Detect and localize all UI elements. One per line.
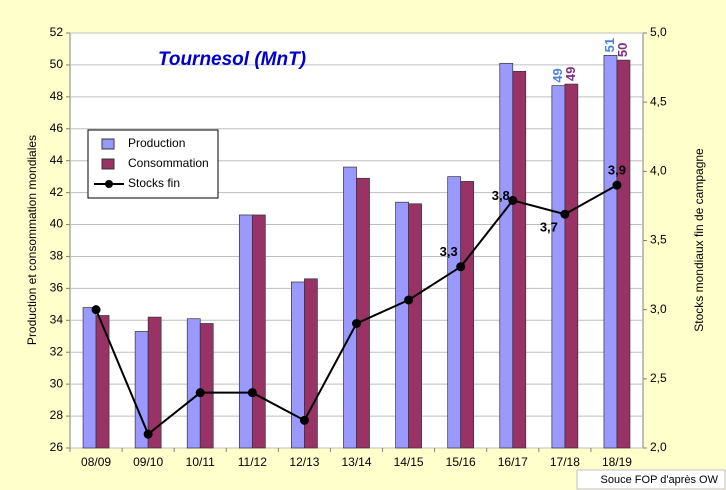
y-tick-label: 46	[50, 121, 64, 135]
x-tick-label: 10/11	[186, 455, 215, 469]
bar	[304, 278, 318, 449]
source-box	[576, 469, 726, 490]
data-label: 3,7	[540, 220, 558, 235]
stock-marker	[560, 209, 570, 219]
y-tick-label: 26	[50, 440, 64, 454]
chart-title: Tournesol (MnT)	[158, 49, 306, 70]
y2-tick-label: 2,0	[650, 440, 667, 454]
stock-marker	[247, 388, 257, 398]
data-label: 3,8	[492, 188, 510, 203]
bar	[238, 214, 253, 449]
y2-tick-label: 4,0	[650, 164, 667, 178]
data-label: 50	[615, 43, 630, 57]
y-tick-label: 32	[50, 344, 64, 358]
x-tick-label: 18/19	[602, 455, 632, 469]
y2-tick-label: 2,5	[650, 371, 667, 385]
y2-tick-label: 5,0	[650, 25, 667, 39]
stock-marker	[404, 295, 414, 305]
stock-marker	[195, 388, 205, 398]
y-tick-label: 42	[50, 185, 64, 199]
bar	[512, 70, 527, 449]
bar	[82, 307, 97, 449]
legend-label: Production	[128, 136, 185, 150]
bar	[564, 83, 579, 449]
data-label: 51	[602, 38, 617, 52]
legend-label: Stocks fin	[128, 176, 180, 190]
source: Souce FOP d'après OW	[601, 474, 719, 486]
x-tick-label: 17/18	[550, 455, 580, 469]
bar	[186, 318, 201, 449]
legend-swatch	[101, 138, 115, 150]
bar	[408, 203, 422, 449]
bar	[95, 315, 110, 449]
y-tick-label: 52	[50, 25, 64, 39]
bar	[251, 214, 266, 449]
stock-marker	[299, 415, 309, 425]
legend-swatch	[101, 158, 115, 170]
data-label: 49	[550, 68, 565, 82]
x-tick-label: 11/12	[238, 455, 267, 469]
y2-axis-label: Stocks mondiaux fin de campagne	[692, 148, 706, 332]
x-tick-label: 13/14	[341, 455, 371, 469]
y-tick-label: 40	[50, 217, 64, 231]
y2-tick-label: 3,5	[650, 233, 667, 247]
y-tick-label: 28	[50, 408, 64, 422]
stock-marker	[91, 305, 101, 315]
y-tick-label: 34	[50, 312, 64, 326]
y2-tick-label: 3,0	[650, 302, 667, 316]
stock-marker	[352, 319, 361, 328]
bar	[395, 201, 409, 449]
y2-tick-label: 4,5	[650, 94, 667, 108]
x-tick-label: 12/13	[289, 455, 319, 469]
bar	[603, 54, 618, 449]
x-tick-label: 15/16	[446, 455, 476, 469]
stock-marker	[508, 195, 518, 205]
y-tick-label: 44	[50, 153, 64, 167]
bar	[460, 181, 475, 449]
bar	[199, 323, 214, 449]
stock-marker	[612, 180, 622, 190]
stock-marker	[456, 262, 466, 272]
y-tick-label: 38	[50, 249, 64, 263]
bar	[356, 177, 370, 449]
y-tick-label: 36	[50, 281, 64, 295]
y-tick-label: 30	[50, 376, 64, 390]
x-tick-label: 14/15	[394, 455, 424, 469]
y-tick-label: 50	[50, 57, 64, 71]
data-label: 3,3	[440, 244, 458, 259]
bar	[551, 85, 566, 449]
x-tick-label: 09/10	[133, 455, 163, 469]
data-label: 49	[563, 67, 578, 81]
bar	[616, 59, 631, 449]
data-label: 3,9	[608, 163, 626, 178]
bar	[447, 176, 462, 449]
bar	[147, 316, 162, 449]
y-tick-label: 48	[50, 89, 64, 103]
stock-marker	[143, 429, 153, 439]
legend-marker	[105, 180, 113, 188]
y-axis-label: Production et consommation mondiales	[25, 135, 39, 345]
bar	[499, 62, 514, 449]
x-tick-label: 16/17	[498, 455, 528, 469]
x-tick-label: 08/09	[81, 455, 111, 469]
legend-label: Consommation	[128, 156, 209, 170]
bar	[343, 166, 357, 449]
